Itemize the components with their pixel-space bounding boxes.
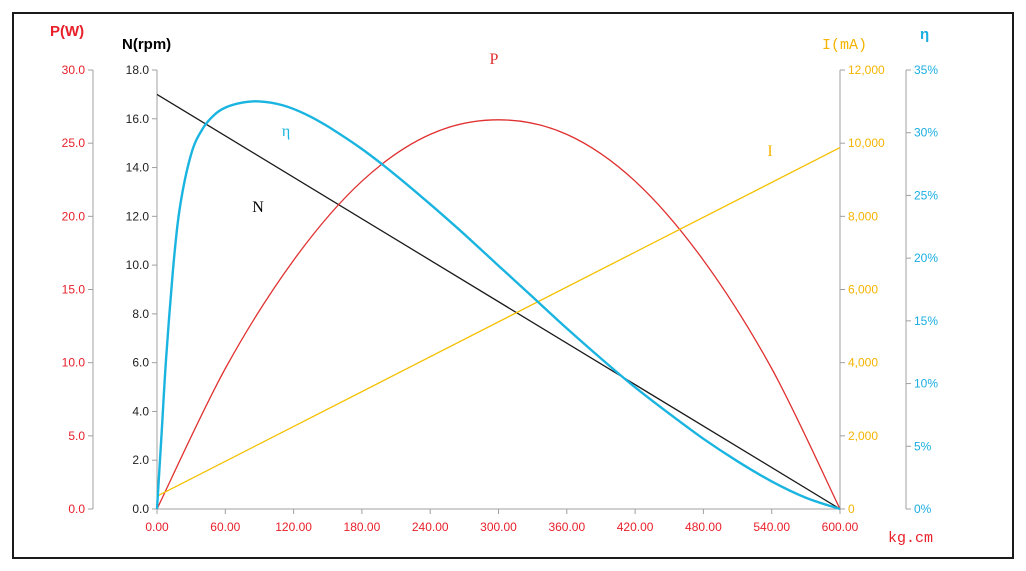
y-tick-label-n: 4.0 [132,404,149,418]
y-tick-label-p: 10.0 [62,356,86,370]
y-tick-label-eta: 20% [914,251,938,265]
y-tick-label-n: 6.0 [132,356,149,370]
y-tick-label-i: 6,000 [848,283,878,297]
x-tick-label: 240.00 [412,520,449,534]
y-tick-label-eta: 5% [914,439,932,453]
y-tick-label-n: 2.0 [132,453,149,467]
y-tick-label-p: 25.0 [62,136,86,150]
series-line-i [156,146,841,497]
x-tick-label: 0.00 [145,520,169,534]
y-tick-label-i: 4,000 [848,356,878,370]
y-tick-label-p: 15.0 [62,283,86,297]
y-tick-label-eta: 25% [914,188,938,202]
x-tick-label: 180.00 [344,520,381,534]
x-tick-label: 360.00 [548,520,585,534]
series-layer [155,93,841,511]
y-tick-label-i: 10,000 [848,136,885,150]
curve-label: I [767,143,772,160]
y-tick-label-n: 0.0 [132,502,149,516]
series-line-eta [155,100,841,511]
y-tick-label-n: 12.0 [126,209,150,223]
y-tick-label-n: 8.0 [132,307,149,321]
y-tick-label-p: 30.0 [62,63,86,77]
curve-label: P [490,51,499,68]
series-line-n [156,93,841,510]
chart-frame [12,12,1014,559]
labels-layer: Pη N I [252,51,772,216]
series-line-p [156,119,841,510]
curve-label: N [252,199,264,216]
x-tick-label: 540.00 [753,520,790,534]
axes-layer: 0.00 60.00 120.00 180.00 240.00 300.00 360.00 4… [62,63,939,534]
curve-label: η [282,123,290,140]
y-tick-label-p: 0.0 [68,502,85,516]
y-tick-label-i: 8,000 [848,209,878,223]
y-tick-label-eta: 10% [914,377,938,391]
y-tick-label-eta: 15% [914,314,938,328]
y-tick-label-p: 20.0 [62,209,86,223]
axis-title-p: P(W) [50,23,84,40]
x-tick-label: 600.00 [822,520,859,534]
axis-title-eta: η [920,26,929,43]
y-tick-label-n: 16.0 [126,112,150,126]
y-tick-label-eta: 0% [914,502,932,516]
y-tick-label-n: 14.0 [126,161,150,175]
y-tick-label-n: 18.0 [126,63,150,77]
x-tick-label: 420.00 [617,520,654,534]
x-tick-label: 60.00 [210,520,240,534]
y-tick-label-eta: 30% [914,126,938,140]
y-tick-label-i: 12,000 [848,63,885,77]
x-tick-label: 480.00 [685,520,722,534]
y-tick-label-i: 2,000 [848,429,878,443]
x-tick-label: 120.00 [275,520,312,534]
axis-title-n: N(rpm) [122,36,171,53]
x-axis-label: kg.cm [888,530,933,547]
axis-title-i: I(mA) [822,37,867,54]
y-tick-label-p: 5.0 [68,429,85,443]
y-tick-label-i: 0 [848,502,855,516]
y-tick-label-n: 10.0 [126,258,150,272]
y-tick-label-eta: 35% [914,63,938,77]
x-tick-label: 300.00 [480,520,517,534]
